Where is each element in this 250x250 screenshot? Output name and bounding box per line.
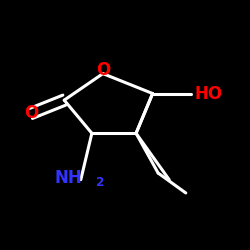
- Text: 2: 2: [96, 176, 104, 189]
- Text: NH: NH: [54, 169, 82, 187]
- Text: HO: HO: [194, 84, 222, 102]
- Text: O: O: [96, 61, 110, 79]
- Text: O: O: [24, 104, 38, 122]
